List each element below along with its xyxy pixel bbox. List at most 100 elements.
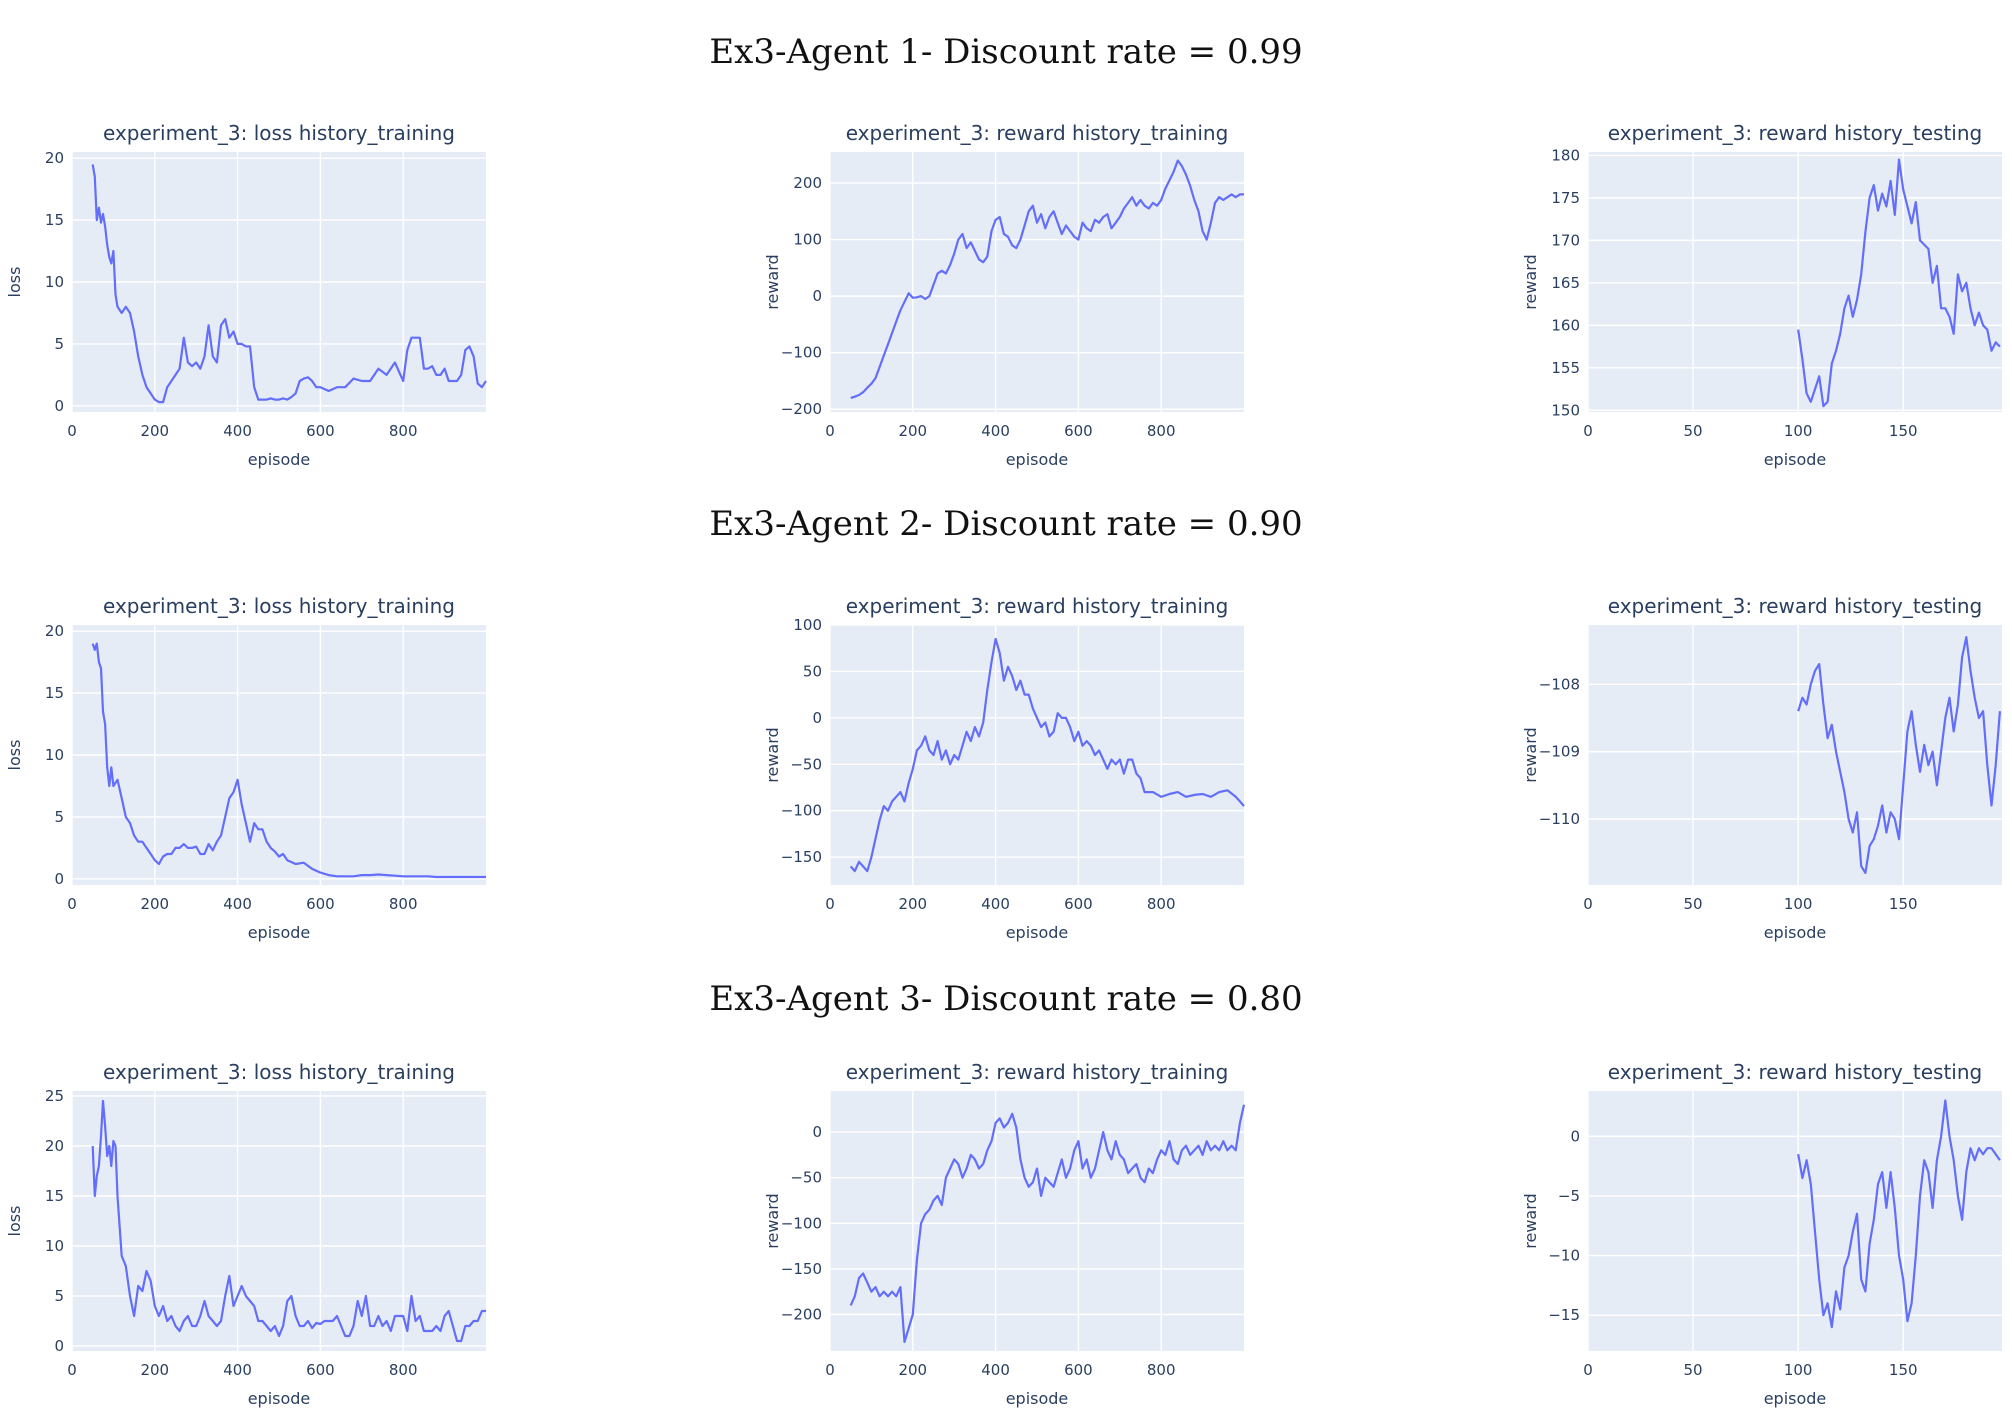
x-tick-label: 600 — [1064, 422, 1093, 440]
y-tick-label: 15 — [45, 1187, 64, 1205]
y-tick-label: 170 — [1551, 231, 1580, 249]
x-axis-label: episode — [248, 923, 311, 942]
x-tick-label: 600 — [306, 422, 335, 440]
chart-title: experiment_3: reward history_testing — [1608, 1060, 1982, 1084]
y-axis-label: loss — [5, 1206, 24, 1237]
y-tick-label: 180 — [1551, 146, 1580, 164]
row-title-2: Ex3-Agent 2- Discount rate = 0.90 — [709, 504, 1303, 544]
y-tick-label: 165 — [1551, 274, 1580, 292]
y-tick-label: 10 — [45, 746, 64, 764]
chart-title: experiment_3: reward history_testing — [1608, 594, 1982, 618]
y-tick-label: 0 — [54, 870, 64, 888]
x-tick-label: 200 — [140, 895, 169, 913]
y-tick-label: −5 — [1558, 1187, 1580, 1205]
series-line — [1797, 1099, 2001, 1329]
y-tick-label: −100 — [781, 344, 822, 362]
y-tick-label: −200 — [781, 400, 822, 418]
y-axis-label: loss — [5, 740, 24, 771]
y-axis-label: loss — [5, 267, 24, 298]
x-tick-label: 200 — [898, 1361, 927, 1379]
chart-title: experiment_3: loss history_training — [103, 121, 455, 145]
x-tick-label: 400 — [981, 422, 1010, 440]
y-axis-label: reward — [1521, 254, 1540, 309]
y-axis-label: reward — [763, 1193, 782, 1248]
x-tick-label: 0 — [1583, 422, 1593, 440]
chart-title: experiment_3: loss history_training — [103, 1060, 455, 1084]
series-line — [91, 164, 487, 404]
x-tick-label: 400 — [981, 895, 1010, 913]
x-axis-label: episode — [1006, 923, 1069, 942]
x-tick-label: 0 — [825, 895, 835, 913]
y-tick-label: 15 — [45, 684, 64, 702]
row-title-1: Ex3-Agent 1- Discount rate = 0.99 — [709, 32, 1303, 72]
chart-8: 0 200 400 600 800 −200 −150 −100 −50 0 experiment_… — [763, 1060, 1246, 1408]
y-axis-label: reward — [763, 254, 782, 309]
y-tick-label: −200 — [781, 1306, 822, 1324]
chart-title: experiment_3: reward history_training — [846, 594, 1229, 618]
y-tick-label: −50 — [790, 755, 822, 773]
y-tick-label: −109 — [1539, 743, 1580, 761]
y-axis-label: reward — [1521, 1193, 1540, 1248]
x-tick-label: 800 — [1147, 1361, 1176, 1379]
y-tick-label: 5 — [54, 1287, 64, 1305]
y-tick-label: 0 — [812, 1123, 822, 1141]
y-tick-label: −15 — [1548, 1306, 1580, 1324]
y-tick-label: 15 — [45, 211, 64, 229]
chart-3: 0 50 100 150 150 155 160 165 170 175 180 experiment… — [1521, 121, 2002, 469]
y-tick-label: 20 — [45, 1137, 64, 1155]
y-tick-label: 10 — [45, 1237, 64, 1255]
chart-title: experiment_3: reward history_training — [846, 1060, 1229, 1084]
y-tick-label: 175 — [1551, 189, 1580, 207]
x-axis-label: episode — [1006, 450, 1069, 469]
y-tick-label: −10 — [1548, 1247, 1580, 1265]
x-tick-label: 400 — [981, 1361, 1010, 1379]
x-tick-label: 800 — [1147, 422, 1176, 440]
chart-title: experiment_3: reward history_testing — [1608, 121, 1982, 145]
x-tick-label: 150 — [1889, 895, 1918, 913]
x-tick-label: 600 — [1064, 895, 1093, 913]
plot-area — [830, 1091, 1244, 1351]
x-tick-label: 100 — [1784, 1361, 1813, 1379]
row-title-3: Ex3-Agent 3- Discount rate = 0.80 — [709, 979, 1303, 1019]
y-tick-label: 0 — [1570, 1127, 1580, 1145]
plot-area — [72, 1091, 486, 1351]
y-tick-label: 0 — [54, 1337, 64, 1355]
x-tick-label: 200 — [898, 422, 927, 440]
x-tick-label: 800 — [1147, 895, 1176, 913]
x-axis-label: episode — [1764, 450, 1827, 469]
chart-9: 0 50 100 150 −15 −10 −5 0 experiment_3: reward h… — [1521, 1060, 2002, 1408]
x-tick-label: 400 — [223, 895, 252, 913]
plot-area — [830, 152, 1244, 412]
y-axis-label: reward — [1521, 727, 1540, 782]
plot-area — [1588, 152, 2002, 412]
y-tick-label: −100 — [781, 1214, 822, 1232]
x-tick-label: 100 — [1784, 895, 1813, 913]
x-tick-label: 0 — [67, 1361, 77, 1379]
x-axis-label: episode — [248, 450, 311, 469]
chart-5: 0 200 400 600 800 −150 −100 −50 0 50 100 experiment… — [763, 594, 1245, 942]
x-tick-label: 200 — [898, 895, 927, 913]
x-tick-label: 100 — [1784, 422, 1813, 440]
y-tick-label: 155 — [1551, 359, 1580, 377]
series-line — [850, 159, 1244, 399]
chart-1: 0 200 400 600 800 0 5 10 15 20 experiment_3: loss … — [5, 121, 487, 469]
x-tick-label: 50 — [1684, 1361, 1703, 1379]
y-tick-label: 100 — [793, 616, 822, 634]
chart-title: experiment_3: loss history_training — [103, 594, 455, 618]
y-tick-label: 0 — [812, 709, 822, 727]
y-tick-label: 0 — [54, 397, 64, 415]
x-tick-label: 400 — [223, 1361, 252, 1379]
chart-6: 0 50 100 150 −110 −109 −108 experiment_3: rewar… — [1521, 594, 2002, 942]
x-tick-label: 200 — [140, 1361, 169, 1379]
y-tick-label: 5 — [54, 808, 64, 826]
series-line — [91, 1099, 486, 1343]
y-axis-label: reward — [763, 727, 782, 782]
y-tick-label: 150 — [1551, 401, 1580, 419]
x-axis-label: episode — [1764, 1389, 1827, 1408]
y-tick-label: 160 — [1551, 316, 1580, 334]
chart-title: experiment_3: reward history_training — [846, 121, 1229, 145]
x-tick-label: 800 — [389, 1361, 418, 1379]
y-tick-label: −150 — [781, 1260, 822, 1278]
x-tick-label: 50 — [1684, 895, 1703, 913]
